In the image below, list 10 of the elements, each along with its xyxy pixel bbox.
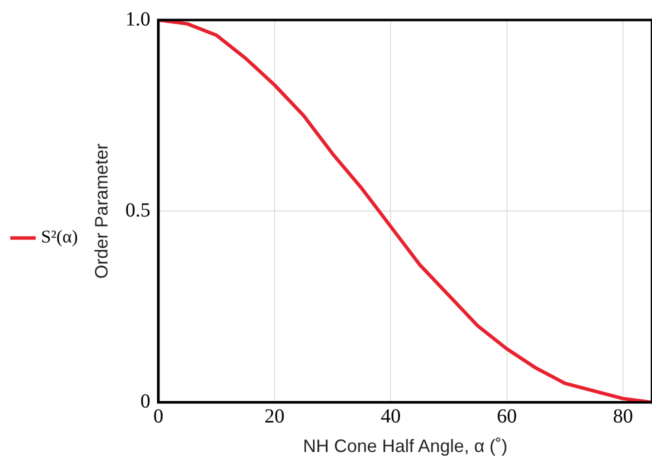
y-tick-label: 0 xyxy=(140,390,150,413)
x-tick-label: 40 xyxy=(380,406,401,428)
x-tick-label: 80 xyxy=(612,406,633,428)
x-tick-label: 20 xyxy=(264,406,285,428)
legend-label: S²(α) xyxy=(41,226,78,247)
x-tick-label: 60 xyxy=(496,406,517,428)
y-tick-label: 1.0 xyxy=(125,8,150,30)
x-axis-title: NH Cone Half Angle, α (˚) xyxy=(302,436,508,456)
y-axis-title: Order Parameter xyxy=(92,144,112,279)
y-tick-label: 0.5 xyxy=(125,199,150,222)
